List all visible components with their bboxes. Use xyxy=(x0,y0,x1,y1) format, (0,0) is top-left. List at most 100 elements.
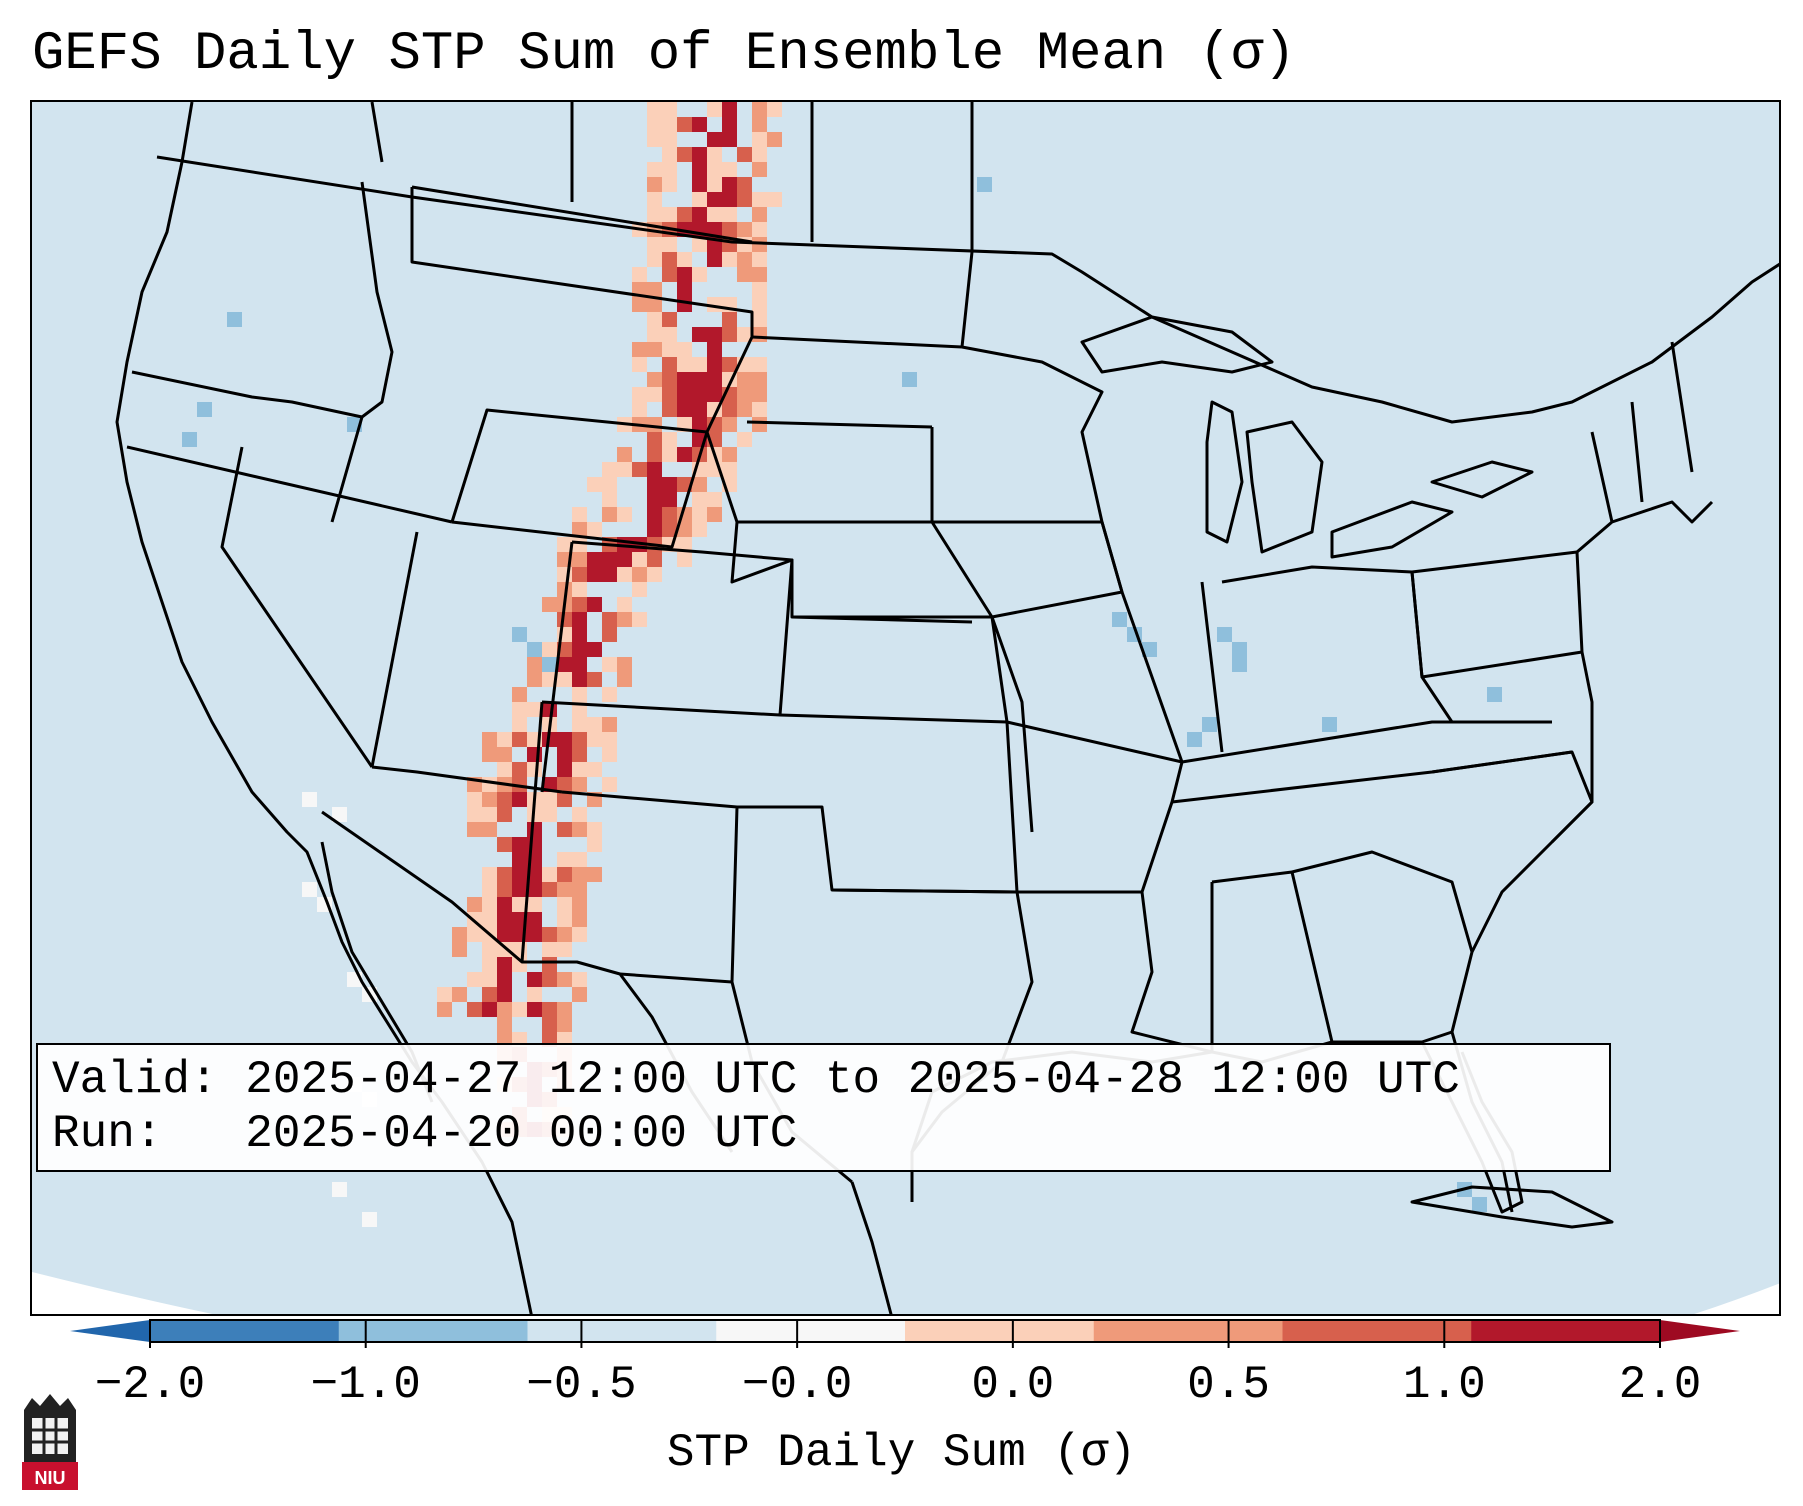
stp-cell-high xyxy=(662,477,677,492)
stp-cell-faint xyxy=(662,162,677,177)
stp-cell-high xyxy=(512,792,527,807)
stp-cell-light xyxy=(752,417,767,432)
stp-cell-faint xyxy=(572,927,587,942)
valid-line: Valid: 2025-04-27 12:00 UTC to 2025-04-2… xyxy=(52,1053,1595,1107)
stp-cell-mid xyxy=(722,222,737,237)
stp-cell-faint xyxy=(482,777,497,792)
stp-cell-faint xyxy=(542,642,557,657)
stp-cell-negative xyxy=(527,642,542,657)
stp-cell-faint xyxy=(662,147,677,162)
stp-cell-high xyxy=(512,852,527,867)
stp-cell-mid xyxy=(737,147,752,162)
colorbar-segments xyxy=(150,1320,1661,1342)
stp-cell-faint xyxy=(572,582,587,597)
map-title: GEFS Daily STP Sum of Ensemble Mean (σ) xyxy=(32,24,1296,85)
stp-cell-light xyxy=(647,372,662,387)
stp-cell-faint xyxy=(512,897,527,912)
stp-cell-negative xyxy=(977,177,992,192)
stp-cell-mid xyxy=(602,612,617,627)
stp-cell-faint xyxy=(662,327,677,342)
stp-cell-faint xyxy=(527,987,542,1002)
stp-cell-light xyxy=(482,822,497,837)
stp-cell-mid xyxy=(662,267,677,282)
stp-cell-faint xyxy=(752,402,767,417)
stp-cell-high xyxy=(677,372,692,387)
stp-cell-high xyxy=(587,567,602,582)
stp-cell-light xyxy=(497,1017,512,1032)
stp-cell-light xyxy=(647,342,662,357)
stp-cell-faint xyxy=(692,192,707,207)
stp-cell-mid xyxy=(512,762,527,777)
stp-cell-high xyxy=(497,972,512,987)
stp-cell-faint xyxy=(542,672,557,687)
stp-cell-mid xyxy=(572,732,587,747)
stp-cell-negative xyxy=(1232,642,1247,657)
stp-cell-faint xyxy=(707,162,722,177)
stp-cell-light xyxy=(617,657,632,672)
stp-cell-faint xyxy=(677,357,692,372)
stp-cell-faint xyxy=(617,507,632,522)
stp-cell-light xyxy=(437,1002,452,1017)
stp-cell-high xyxy=(707,132,722,147)
stp-cell-light xyxy=(542,597,557,612)
stp-cell-mid xyxy=(662,372,677,387)
stp-cell-mid xyxy=(662,252,677,267)
stp-cell-high xyxy=(677,222,692,237)
stp-cell-high xyxy=(722,177,737,192)
stp-cell-faint xyxy=(707,102,722,117)
stp-cell-negative xyxy=(1217,627,1232,642)
stp-cell-faint xyxy=(722,162,737,177)
stp-cell-high xyxy=(497,927,512,942)
stp-cell-faint xyxy=(707,147,722,162)
stp-cell-faint xyxy=(707,207,722,222)
stp-cell-mid xyxy=(497,867,512,882)
stp-cell-high xyxy=(527,822,542,837)
stp-cell-negative xyxy=(227,312,242,327)
stp-cell-faint xyxy=(647,207,662,222)
stp-cell-faint xyxy=(572,537,587,552)
stp-cell-high xyxy=(497,957,512,972)
stp-cell-faint xyxy=(662,432,677,447)
stp-cell-faint xyxy=(557,852,572,867)
colorbar-tick-label: 2.0 xyxy=(1618,1359,1702,1411)
stp-cell-high xyxy=(707,357,722,372)
stp-cell-mid xyxy=(662,507,677,522)
nc-va xyxy=(1431,750,1594,844)
stp-cell-high xyxy=(527,972,542,987)
stp-cell-faint xyxy=(587,837,602,852)
stp-cell-faint xyxy=(647,312,662,327)
stp-cell-negative xyxy=(1232,657,1247,672)
stp-cell-faint xyxy=(602,657,617,672)
stp-cell-mid xyxy=(557,822,572,837)
stp-cell-high xyxy=(722,102,737,117)
stp-cell-mid xyxy=(467,1002,482,1017)
stp-cell-faint xyxy=(617,462,632,477)
stp-cell-high xyxy=(647,462,662,477)
stp-cell-light xyxy=(722,447,737,462)
stp-cell-faint xyxy=(557,897,572,912)
stp-cell-faint xyxy=(677,252,692,267)
stp-cell-mid xyxy=(542,927,557,942)
stp-cell-faint xyxy=(677,537,692,552)
stp-cell-mid xyxy=(542,957,557,972)
stp-cell-faint xyxy=(482,867,497,882)
stp-cell-faint xyxy=(602,777,617,792)
valid-value: 2025-04-27 12:00 UTC to 2025-04-28 12:00… xyxy=(245,1054,1460,1106)
stp-cell-light xyxy=(752,102,767,117)
ks-box xyxy=(779,615,1009,724)
stp-cell-light xyxy=(467,897,482,912)
stp-cell-high xyxy=(587,642,602,657)
lake-michigan xyxy=(1205,400,1244,544)
stp-cell-high xyxy=(722,132,737,147)
ga-sc xyxy=(1291,850,1474,953)
stp-cell-mid xyxy=(572,567,587,582)
stp-cell-high xyxy=(707,372,722,387)
stp-cell-faint xyxy=(542,942,557,957)
stp-cell-light xyxy=(737,222,752,237)
stp-cell-faint xyxy=(542,867,557,882)
stp-cell-light xyxy=(737,387,752,402)
stp-cell-light xyxy=(752,207,767,222)
stp-cell-faint xyxy=(572,717,587,732)
stp-cell-light xyxy=(752,327,767,342)
stp-cell-light xyxy=(722,417,737,432)
